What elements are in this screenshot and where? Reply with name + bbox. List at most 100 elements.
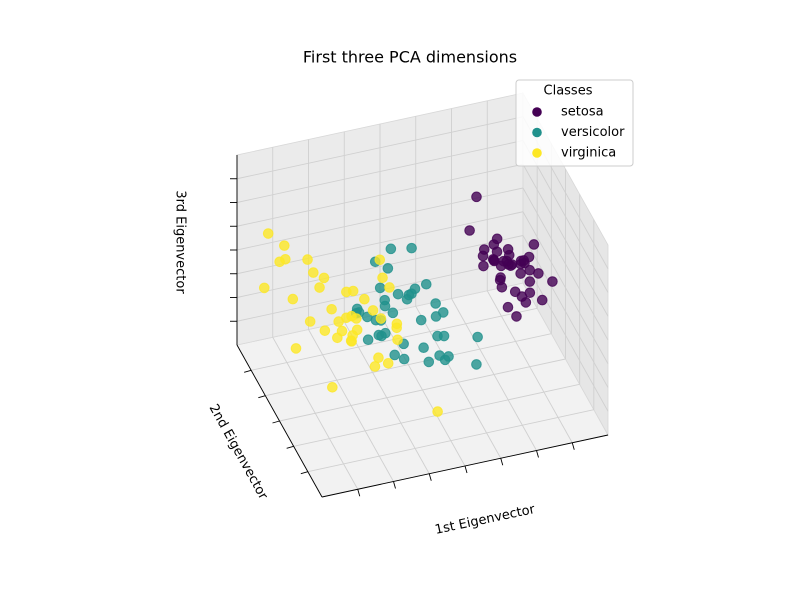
data-point (380, 327, 391, 339)
x-tick (500, 458, 504, 466)
y-tick (300, 471, 308, 475)
data-point (471, 359, 482, 370)
data-point (382, 263, 394, 274)
data-point (415, 314, 427, 326)
legend-label: setosa (561, 105, 604, 120)
data-point (430, 311, 442, 322)
legend-marker (532, 107, 542, 117)
data-point (362, 334, 374, 345)
data-point (314, 282, 325, 293)
data-point (279, 240, 290, 251)
x-tick (357, 489, 361, 497)
data-point (464, 225, 475, 236)
x-tick (428, 473, 432, 481)
data-point (418, 342, 429, 354)
data-point (319, 325, 331, 336)
data-point (262, 228, 274, 239)
data-point (478, 260, 489, 272)
axes (230, 155, 609, 498)
data-point (443, 351, 454, 362)
chart-title: First three PCA dimensions (303, 48, 517, 67)
grid-line (307, 409, 594, 473)
data-point (511, 311, 522, 322)
data-point (533, 268, 544, 279)
data-point (302, 254, 313, 265)
data-point (391, 318, 403, 330)
data-point (515, 268, 526, 279)
data-point (518, 255, 530, 266)
data-point (420, 278, 432, 290)
data-point (502, 301, 514, 313)
data-point (471, 191, 482, 203)
data-point (359, 293, 370, 305)
data-point (290, 343, 302, 354)
data-point (494, 274, 506, 286)
data-point (379, 300, 391, 312)
grid-line (236, 140, 524, 203)
data-point (336, 325, 348, 337)
data-point (528, 239, 540, 250)
z-axis-label: 3rd Eigenvector (173, 190, 188, 294)
data-point (488, 255, 500, 267)
grid-line (522, 235, 609, 388)
data-point (308, 267, 319, 278)
data-point (287, 293, 299, 305)
data-point (392, 334, 403, 346)
legend-marker (532, 127, 542, 138)
data-point (392, 288, 404, 300)
data-point (423, 356, 435, 368)
data-point (374, 282, 386, 294)
data-point (406, 242, 417, 254)
y-tick (258, 395, 266, 399)
grid-line (236, 235, 524, 298)
data-point (274, 256, 285, 268)
y-tick (244, 369, 252, 373)
x-axis (321, 434, 609, 498)
legend-frame (515, 79, 634, 167)
data-point (377, 272, 388, 284)
data-point (432, 406, 443, 417)
data-point (382, 358, 394, 369)
data-point (536, 294, 548, 306)
data-point (326, 303, 337, 315)
data-point (387, 307, 399, 319)
grid-line (236, 163, 524, 227)
data-point (374, 254, 386, 266)
data-point (367, 305, 379, 316)
legend: Classes setosa versicolor virginica (515, 79, 634, 167)
y-tick (286, 445, 294, 449)
data-point (347, 285, 359, 297)
grid-line (236, 116, 524, 180)
data-point (498, 255, 509, 267)
grid-line (279, 358, 566, 422)
x-tick (571, 442, 575, 450)
data-point (409, 283, 421, 295)
grid (236, 100, 609, 490)
data-point (340, 312, 352, 324)
legend-title: Classes (544, 84, 593, 99)
data-point (398, 353, 410, 365)
data-point (385, 243, 397, 255)
data-point (491, 233, 503, 245)
data-point (375, 313, 387, 324)
legend-label: versicolor (561, 125, 625, 140)
data-point (361, 311, 373, 323)
legend-label: virginica (561, 146, 616, 161)
data-point (318, 272, 330, 284)
y-axis (236, 344, 323, 498)
y-tick (272, 420, 280, 424)
points (258, 191, 558, 417)
data-point (304, 316, 316, 327)
data-point (516, 291, 528, 302)
legend-marker (532, 148, 542, 158)
data-point (258, 282, 270, 294)
grid-line (265, 333, 552, 397)
grid-line (522, 187, 609, 341)
grid-line (522, 259, 609, 412)
x-tick (536, 450, 539, 458)
data-point (430, 298, 441, 309)
data-point (472, 331, 483, 343)
grid-line (522, 211, 609, 364)
data-point (369, 361, 381, 372)
